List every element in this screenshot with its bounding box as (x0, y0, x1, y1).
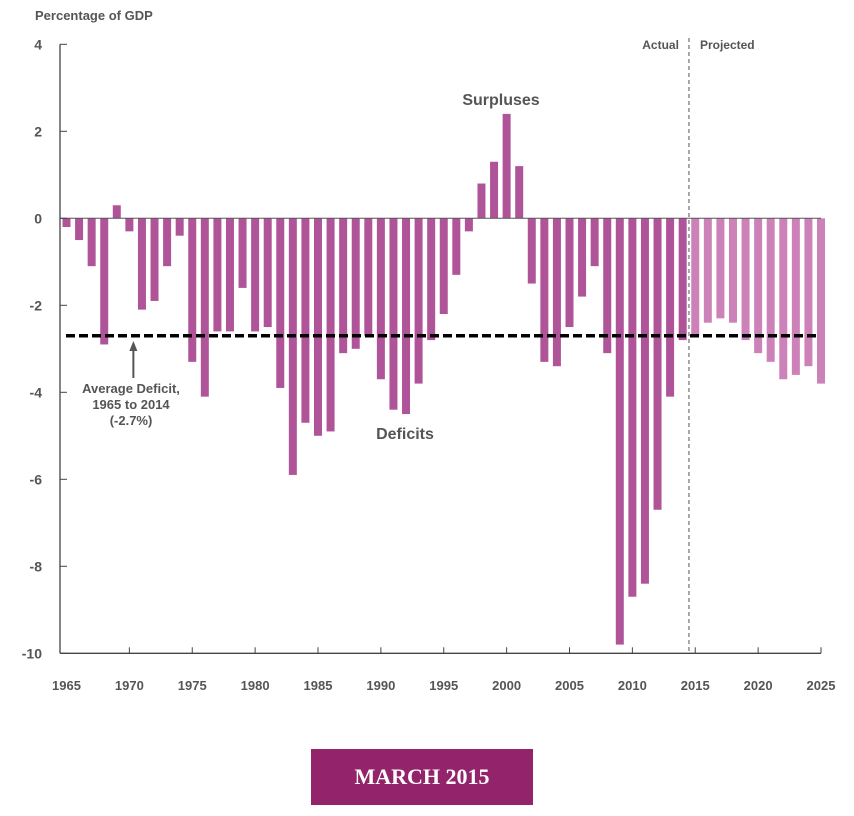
x-tick-label: 2010 (618, 678, 647, 693)
deficit-chart: 4 2 0 -2 -4 -6 -8 -10 1965 1970 1975 1980 1985 1990 19… (22, 36, 836, 693)
bar-actual-2005 (565, 218, 574, 328)
bar-actual-2001 (515, 166, 524, 219)
bar-projected-2017 (716, 218, 725, 319)
x-tick-label: 1985 (304, 678, 333, 693)
bar-actual-1974 (175, 218, 184, 236)
bar-projected-2021 (766, 218, 775, 362)
bar-projected-2020 (754, 218, 763, 354)
bars-group (62, 113, 825, 645)
bar-projected-2015 (691, 218, 700, 336)
average-deficit-note: 1965 to 2014 (92, 397, 170, 412)
bar-actual-1983 (288, 218, 297, 475)
x-tick-label: 2005 (555, 678, 584, 693)
bar-actual-2007 (590, 218, 599, 267)
bar-actual-1980 (251, 218, 260, 332)
axes-group (59, 44, 821, 654)
x-tick-label: 2015 (681, 678, 710, 693)
bar-projected-2025 (817, 218, 825, 384)
bar-actual-2006 (578, 218, 587, 297)
bar-actual-1971 (137, 218, 146, 310)
bar-actual-1981 (263, 218, 272, 328)
bar-actual-1969 (112, 205, 121, 219)
bar-actual-2004 (552, 218, 561, 367)
y-tick-label: -6 (30, 471, 43, 487)
average-deficit-note: (-2.7%) (110, 413, 153, 428)
bar-actual-1994 (427, 218, 436, 341)
x-tick-label: 1995 (429, 678, 458, 693)
y-tick-label: -8 (30, 558, 43, 574)
bar-actual-1977 (213, 218, 222, 332)
bar-actual-1982 (276, 218, 285, 388)
surpluses-label: Surpluses (462, 92, 539, 109)
bar-actual-1984 (301, 218, 310, 423)
bar-actual-1995 (439, 218, 448, 314)
bar-actual-2013 (666, 218, 675, 397)
bar-actual-1978 (225, 218, 234, 332)
deficits-label: Deficits (376, 426, 434, 443)
y-tick-label: 4 (34, 36, 42, 52)
bar-projected-2018 (728, 218, 737, 323)
bar-actual-1999 (490, 161, 499, 219)
bar-actual-2014 (678, 218, 687, 341)
x-tick-label: 2020 (744, 678, 773, 693)
ticks-group: 4 2 0 -2 -4 -6 -8 -10 1965 1970 1975 1980 1985 1990 19… (22, 36, 836, 693)
bar-actual-2011 (640, 218, 649, 584)
bar-actual-2000 (502, 113, 511, 219)
bar-actual-1989 (364, 218, 373, 336)
x-tick-label: 1970 (115, 678, 144, 693)
bar-actual-1985 (314, 218, 322, 436)
x-tick-label: 1975 (178, 678, 207, 693)
bar-actual-1991 (389, 218, 398, 410)
y-tick-label: 0 (34, 210, 42, 226)
bar-actual-2003 (540, 218, 549, 362)
bar-actual-1987 (339, 218, 348, 354)
bar-actual-2010 (628, 218, 637, 597)
bar-actual-1972 (150, 218, 159, 301)
y-tick-label: -2 (30, 297, 43, 313)
bar-actual-1993 (414, 218, 423, 384)
bar-actual-1979 (238, 218, 247, 288)
x-tick-label: 1965 (52, 678, 81, 693)
date-banner: MARCH 2015 (311, 749, 533, 805)
bar-actual-1968 (100, 218, 109, 345)
bar-actual-2008 (603, 218, 612, 354)
y-tick-label: -10 (22, 645, 42, 661)
x-tick-label: 2025 (807, 678, 836, 693)
bar-actual-1996 (452, 218, 461, 275)
x-tick-label: 1980 (241, 678, 270, 693)
bar-actual-1997 (464, 218, 473, 232)
y-axis-title: Percentage of GDP (35, 8, 153, 23)
average-arrow-head-icon (129, 341, 138, 351)
bar-actual-1986 (326, 218, 335, 432)
y-tick-label: 2 (34, 123, 42, 139)
bar-projected-2023 (791, 218, 800, 375)
bar-actual-1988 (351, 218, 360, 349)
bar-actual-2012 (653, 218, 662, 510)
bar-actual-1965 (62, 218, 71, 227)
bar-actual-1976 (200, 218, 209, 397)
actual-label: Actual (642, 38, 679, 52)
bar-actual-1990 (376, 218, 385, 380)
bar-actual-1992 (402, 218, 411, 415)
y-tick-label: -4 (30, 384, 43, 400)
bar-projected-2016 (703, 218, 712, 323)
bar-projected-2024 (804, 218, 813, 367)
bar-actual-1975 (188, 218, 197, 362)
bar-actual-1966 (75, 218, 84, 241)
bar-actual-1998 (477, 183, 486, 219)
bar-actual-2009 (615, 218, 624, 645)
annotations-group: Actual Projected Surpluses Deficits Average … (66, 38, 819, 654)
bar-actual-1967 (87, 218, 96, 267)
bar-projected-2019 (741, 218, 750, 341)
bar-actual-2002 (527, 218, 536, 284)
average-deficit-note: Average Deficit, (82, 381, 180, 396)
bar-projected-2022 (779, 218, 788, 380)
x-tick-label: 1990 (366, 678, 395, 693)
date-banner-label: MARCH 2015 (354, 764, 490, 789)
bar-actual-1973 (163, 218, 172, 267)
projected-label: Projected (700, 38, 755, 52)
x-tick-label: 2000 (492, 678, 521, 693)
bar-actual-1970 (125, 218, 134, 232)
